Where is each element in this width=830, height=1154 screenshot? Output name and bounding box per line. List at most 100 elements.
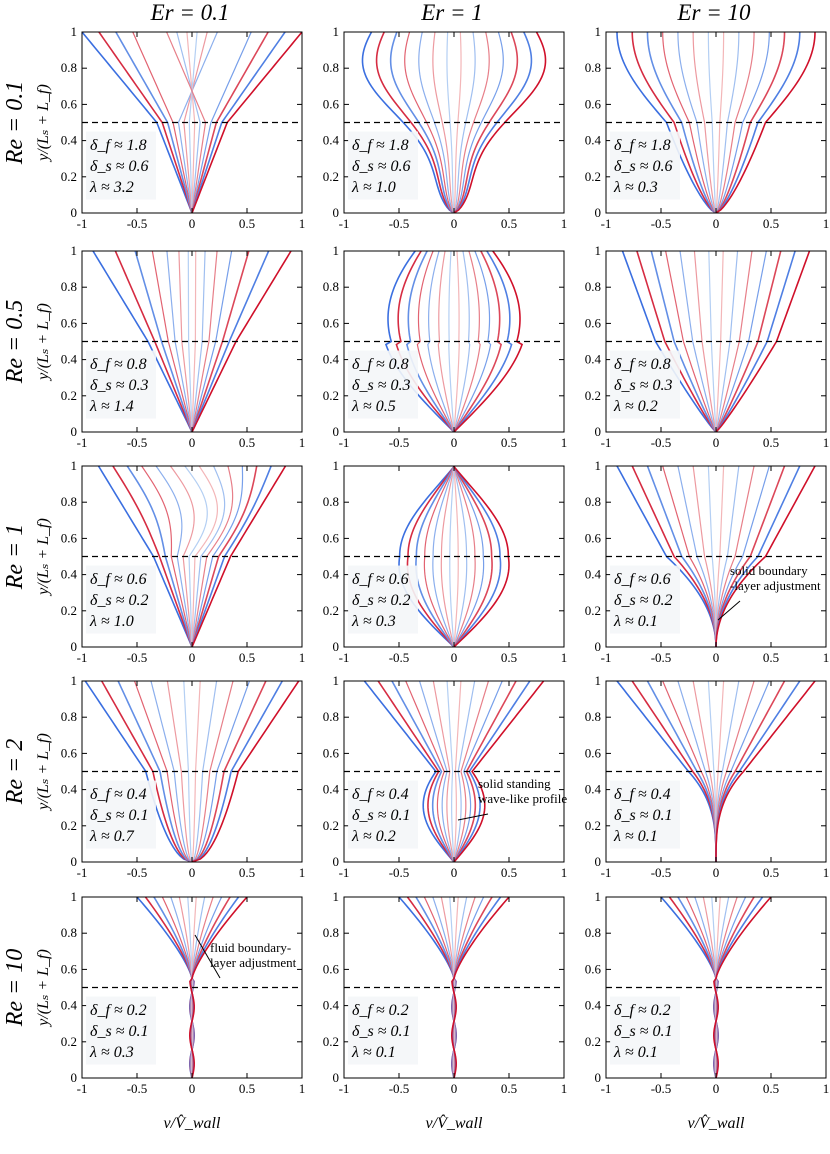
y-tick-label: 0.4 xyxy=(585,782,602,797)
x-tick-label: 0 xyxy=(189,216,196,231)
profile-line xyxy=(453,681,503,862)
profile-line xyxy=(191,32,286,213)
x-tick-label: 1 xyxy=(823,216,830,231)
profile-line xyxy=(191,681,234,862)
profile-line xyxy=(450,897,510,1078)
parameter-label: δ_s ≈ 0.6 xyxy=(90,158,148,175)
profile-line xyxy=(715,32,770,213)
profile-line xyxy=(191,251,250,432)
y-tick-label: 0 xyxy=(71,854,78,869)
profile-line xyxy=(191,32,252,213)
annotation-text: layer adjustment xyxy=(210,955,297,970)
x-tick-label: 0 xyxy=(189,435,196,450)
parameter-label-box xyxy=(610,780,680,849)
y-tick-label: 0.4 xyxy=(323,133,340,148)
profile-line xyxy=(184,466,208,647)
panel-re2-er1: -1 -0.5 0 0.5 1 0 0.2 0.4 0.6 0.8 1 δ_f ≈ 0.4 δ_s ≈ … xyxy=(323,673,568,880)
y-tick-label: 0.6 xyxy=(61,530,78,545)
panel-re10-er0.1: -1 -0.5 0 0.5 1 0 0.2 0.4 0.6 0.8 1 δ_f ≈ 0.2 δ_s ≈ … xyxy=(61,889,306,1096)
parameter-label-box xyxy=(348,996,418,1065)
panel-re10-er1: -1 -0.5 0 0.5 1 0 0.2 0.4 0.6 0.8 1 δ_f ≈ 0.2 δ_s ≈ … xyxy=(323,889,568,1096)
row-title: Re = 0.5 xyxy=(2,300,28,385)
profile-line xyxy=(693,251,717,432)
y-axis-label: y/(Lₛ + L_f) xyxy=(35,303,52,382)
x-tick-label: 1 xyxy=(299,216,306,231)
parameter-label: δ_f ≈ 0.8 xyxy=(352,356,409,373)
parameter-label: λ ≈ 1.0 xyxy=(351,179,396,196)
x-tick-label: 0.5 xyxy=(239,1081,255,1096)
x-tick-label: -0.5 xyxy=(389,650,410,665)
profile-line xyxy=(191,466,287,647)
column-title-er-1: Er = 1 xyxy=(420,0,483,25)
annotation-text: solid boundary xyxy=(730,563,808,578)
x-tick-label: -1 xyxy=(601,650,612,665)
y-tick-label: 0.4 xyxy=(323,352,340,367)
parameter-label: δ_s ≈ 0.2 xyxy=(90,592,148,609)
x-tick-label: 0.5 xyxy=(763,865,779,880)
profile-line xyxy=(141,466,193,647)
y-tick-label: 0.4 xyxy=(585,352,602,367)
panel-re10-er10: -1 -0.5 0 0.5 1 0 0.2 0.4 0.6 0.8 1 δ_f ≈ 0.2 δ_s ≈ … xyxy=(585,889,830,1096)
annotation: fluid boundary-layer adjustment xyxy=(194,934,297,979)
x-tick-label: 0 xyxy=(713,865,720,880)
profile-line xyxy=(416,251,455,432)
x-tick-label: -1 xyxy=(601,1081,612,1096)
x-tick-label: -1 xyxy=(77,435,88,450)
profile-line xyxy=(361,32,455,213)
annotation-text: -layer adjustment xyxy=(730,578,821,593)
x-tick-label: 1 xyxy=(561,1081,568,1096)
panel-re2-er10: -1 -0.5 0 0.5 1 0 0.2 0.4 0.6 0.8 1 δ_f ≈ 0.4 δ_s ≈ … xyxy=(585,673,830,880)
x-tick-label: 0.5 xyxy=(239,435,255,450)
x-tick-label: 1 xyxy=(561,650,568,665)
parameter-label: δ_s ≈ 0.1 xyxy=(90,1023,148,1040)
y-tick-label: 0.6 xyxy=(585,96,602,111)
y-tick-label: 1 xyxy=(333,673,340,688)
x-tick-label: 0 xyxy=(451,216,458,231)
y-tick-label: 0.4 xyxy=(323,782,340,797)
column-title-er-0.1: Er = 0.1 xyxy=(150,0,230,25)
profile-line xyxy=(178,251,193,432)
panel-re0.1-er0.1: -1 -0.5 0 0.5 1 0 0.2 0.4 0.6 0.8 1 δ_f ≈ 1.8 δ_s ≈ … xyxy=(61,24,306,231)
x-tick-label: -1 xyxy=(339,650,350,665)
x-tick-label: 0.5 xyxy=(501,216,517,231)
parameter-label: δ_f ≈ 0.6 xyxy=(352,571,409,588)
profile-line xyxy=(715,466,770,647)
x-tick-label: -0.5 xyxy=(127,865,148,880)
y-tick-label: 0.2 xyxy=(61,169,77,184)
y-tick-label: 0.2 xyxy=(585,388,601,403)
x-tick-label: -0.5 xyxy=(651,435,672,450)
y-tick-label: 1 xyxy=(71,243,78,258)
profile-line xyxy=(117,681,193,862)
parameter-label-box xyxy=(86,565,156,634)
y-tick-label: 0.4 xyxy=(61,998,78,1013)
y-tick-label: 0 xyxy=(71,639,78,654)
x-axis-label: v/V̂_wall xyxy=(164,1113,221,1132)
y-tick-label: 0 xyxy=(333,205,340,220)
parameter-label-box xyxy=(348,565,418,634)
profile-line xyxy=(453,681,490,862)
y-tick-label: 0.2 xyxy=(61,388,77,403)
profile-line xyxy=(151,251,193,432)
y-tick-label: 0.4 xyxy=(585,998,602,1013)
y-axis-label: y/(Lₛ + L_f) xyxy=(35,518,52,597)
y-tick-label: 1 xyxy=(333,889,340,904)
x-tick-label: 0 xyxy=(451,435,458,450)
y-tick-label: 0.6 xyxy=(585,530,602,545)
parameter-label-box xyxy=(86,350,156,419)
panel-re2-er0.1: -1 -0.5 0 0.5 1 0 0.2 0.4 0.6 0.8 1 δ_f ≈ 0.4 δ_s ≈ … xyxy=(61,673,306,880)
panel-re0.5-er1: -1 -0.5 0 0.5 1 0 0.2 0.4 0.6 0.8 1 δ_f ≈ 0.8 δ_s ≈ … xyxy=(323,243,568,450)
profile-line xyxy=(188,32,198,213)
profile-line xyxy=(188,897,248,1078)
parameter-label: δ_s ≈ 0.6 xyxy=(614,158,672,175)
annotation-pointer xyxy=(457,813,489,821)
y-tick-label: 1 xyxy=(71,673,78,688)
x-tick-label: 0 xyxy=(451,865,458,880)
y-tick-label: 0.2 xyxy=(585,169,601,184)
y-tick-label: 0.2 xyxy=(585,818,601,833)
y-tick-label: 0.2 xyxy=(585,1034,601,1049)
x-tick-label: -1 xyxy=(77,865,88,880)
y-tick-label: 0.8 xyxy=(323,925,339,940)
profile-line xyxy=(453,681,545,862)
parameter-label: λ ≈ 0.1 xyxy=(613,1044,658,1061)
parameter-label: δ_f ≈ 0.2 xyxy=(352,1002,409,1019)
